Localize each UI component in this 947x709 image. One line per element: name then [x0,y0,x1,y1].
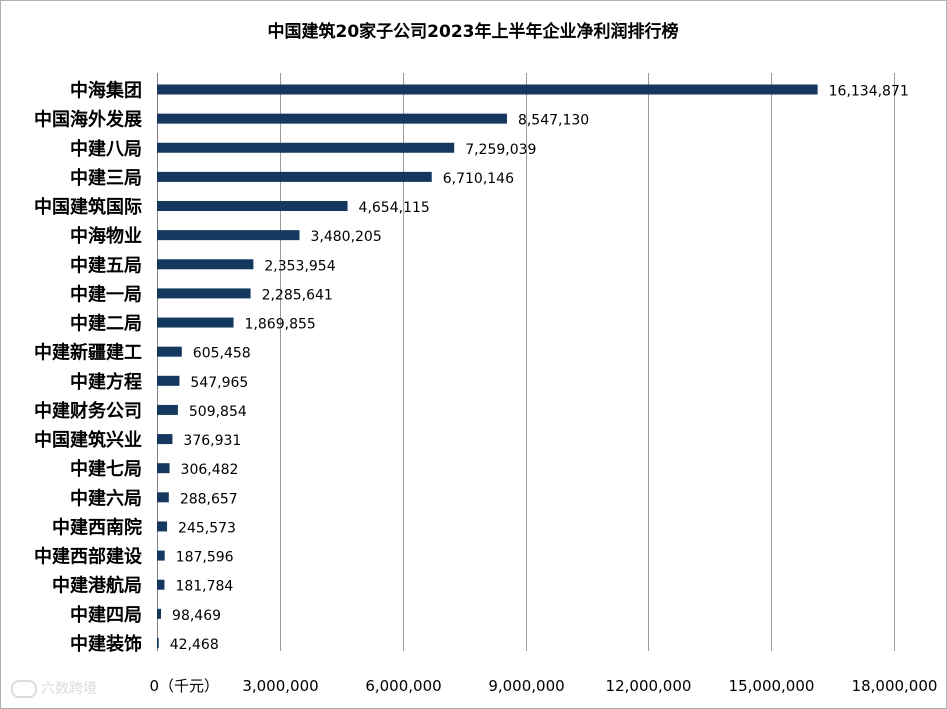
value-label: 7,259,039 [465,142,536,158]
category-label: 中建二局 [70,313,142,335]
watermark-text: 六数跨境 [41,681,97,697]
x-tick-label: 3,000,000 [242,677,318,695]
bar [157,230,300,241]
value-label: 3,480,205 [310,229,381,245]
category-label: 中建八局 [70,138,142,160]
bar [157,201,348,212]
bar [157,550,165,561]
bar [157,637,159,648]
category-label: 中建装饰 [70,633,142,655]
bar [157,113,507,124]
bar [157,434,173,445]
chart-title: 中国建筑20家子公司2023年上半年企业净利润排行榜 [268,21,679,42]
six-logo-icon [11,680,37,698]
bar [157,492,169,503]
category-label: 中建七局 [70,458,142,480]
value-label: 306,482 [181,462,239,478]
category-label: 中建新疆建工 [34,342,142,364]
label-layer: 中海集团 16,134,871 中国海外发展 8,547,130 中建八局 7,259,0… [34,80,909,655]
category-label: 中建一局 [70,283,142,305]
value-label: 2,285,641 [262,287,333,303]
category-label: 中建西南院 [52,516,142,538]
category-label: 中建财务公司 [34,400,142,422]
bar [157,404,178,415]
value-label: 2,353,954 [264,258,335,274]
category-label: 中建四局 [70,604,142,626]
value-label: 605,458 [193,346,251,362]
bar-layer [157,84,818,648]
category-label: 中建三局 [70,167,142,189]
x-tick-label: 18,000,000 [852,677,938,695]
watermark: 六数跨境 [11,678,97,698]
category-label: 中国海外发展 [34,109,143,131]
value-label: 547,965 [190,375,248,391]
bar [157,171,432,182]
bar [157,84,818,95]
bar [157,142,455,153]
value-label: 509,854 [189,404,247,420]
value-label: 98,469 [172,608,221,624]
category-label: 中建西部建设 [34,546,142,568]
axis-layer: 0（千元） 3,000,000 6,000,000 9,000,000 12,000,0… [150,677,938,695]
x-tick-label: 12,000,000 [606,677,692,695]
value-label: 42,468 [170,637,219,653]
x-tick-label: 15,000,000 [729,677,815,695]
value-label: 6,710,146 [443,171,514,187]
category-label: 中国建筑兴业 [34,429,142,451]
category-label: 中海物业 [70,225,142,247]
bar [157,608,162,619]
category-label: 中建五局 [70,254,142,276]
value-label: 245,573 [178,520,236,536]
bar [157,288,251,299]
bar [157,259,254,270]
value-label: 376,931 [183,433,241,449]
x-tick-label: 9,000,000 [488,677,564,695]
bar [157,346,182,357]
category-label: 中国建筑国际 [34,196,142,218]
category-label: 中建方程 [70,371,142,393]
value-label: 187,596 [176,550,234,566]
bar [157,521,168,532]
value-label: 288,657 [180,491,238,507]
grid-layer [157,73,895,651]
category-label: 中海集团 [70,80,142,102]
value-label: 16,134,871 [829,84,909,100]
bar [157,375,180,386]
category-label: 中建港航局 [52,575,142,597]
bar [157,579,165,590]
value-label: 4,654,115 [359,200,430,216]
category-label: 中建六局 [70,487,142,509]
value-label: 8,547,130 [518,113,589,129]
x-tick-label: 0（千元） [150,677,220,695]
bar [157,317,234,328]
value-label: 1,869,855 [245,317,316,333]
bar [157,463,170,474]
value-label: 181,784 [175,579,233,595]
x-tick-label: 6,000,000 [365,677,441,695]
